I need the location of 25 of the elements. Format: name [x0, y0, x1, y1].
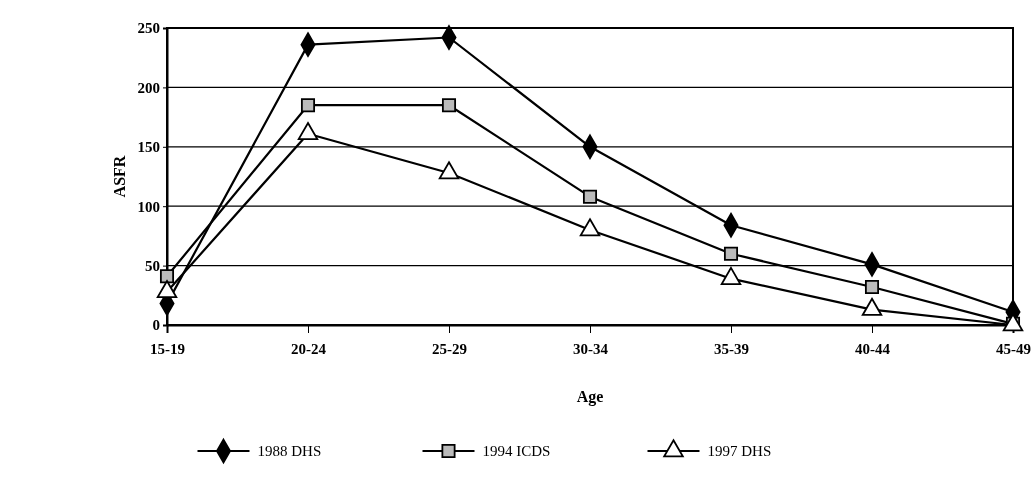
- legend-label: 1994 ICDS: [482, 443, 551, 459]
- point: [300, 98, 316, 113]
- y-axis-title: ASFR: [111, 155, 128, 198]
- y-tick-label: 250: [137, 20, 160, 37]
- point: [156, 280, 178, 299]
- y-tick-label: 50: [145, 257, 160, 274]
- point: [723, 246, 739, 261]
- x-axis-title: Age: [576, 388, 604, 406]
- legend-label: 1997 DHS: [707, 443, 772, 459]
- point: [582, 189, 598, 204]
- x-tick-label: 20-24: [291, 341, 327, 357]
- point: [441, 98, 457, 113]
- legend-label: 1988 DHS: [257, 443, 322, 459]
- y-tick-label: 100: [137, 198, 160, 215]
- point: [864, 279, 880, 295]
- point: [159, 269, 175, 284]
- x-tick-label: 40-44: [855, 341, 891, 357]
- y-tick-label: 200: [137, 79, 160, 96]
- y-tick-label: 150: [137, 139, 160, 156]
- x-tick-label: 35-39: [714, 341, 749, 357]
- y-tick-label: 0: [152, 317, 160, 334]
- x-tick-label: 30-34: [573, 341, 609, 357]
- x-tick-label: 25-29: [432, 341, 467, 357]
- x-tick-label: 15-19: [150, 341, 185, 357]
- x-tick-label: 45-49: [996, 341, 1031, 357]
